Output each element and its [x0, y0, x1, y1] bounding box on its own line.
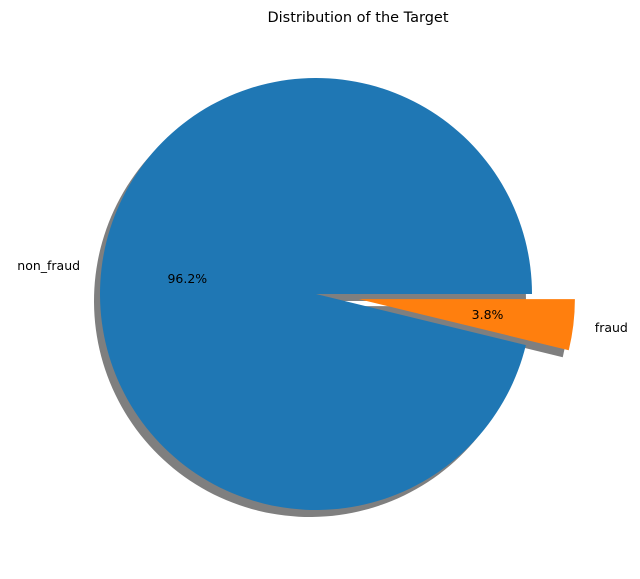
- percent-label-non-fraud: 96.2%: [167, 271, 207, 286]
- percent-label-fraud: 3.8%: [472, 307, 504, 322]
- chart-title: Distribution of the Target: [267, 10, 448, 26]
- slice-label-non-fraud: non_fraud: [17, 258, 80, 273]
- pie-slice-fraud: [358, 299, 575, 351]
- pie-labels: non_fraud 96.2% fraud 3.8%: [17, 258, 628, 335]
- slice-label-fraud: fraud: [595, 320, 628, 335]
- pie-slices: [99, 78, 575, 511]
- pie-slice-non-fraud: [99, 78, 533, 511]
